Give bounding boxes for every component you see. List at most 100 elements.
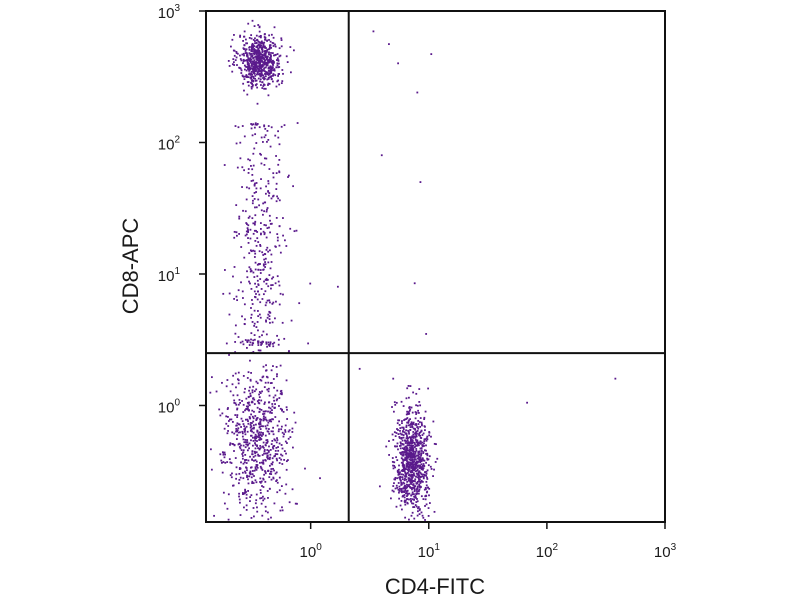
event-dot: [253, 515, 255, 518]
event-dot: [399, 429, 401, 432]
event-dot: [235, 438, 238, 440]
event-dot: [410, 453, 413, 456]
event-dot: [255, 55, 257, 58]
event-dot: [259, 316, 262, 319]
event-dot: [254, 479, 257, 482]
event-dot: [254, 447, 257, 450]
event-dot: [254, 74, 257, 77]
event-dot: [402, 453, 405, 456]
event-dot: [250, 58, 253, 61]
event-dot: [278, 303, 281, 306]
event-dot: [266, 208, 268, 211]
event-dot: [243, 492, 245, 495]
event-dot: [251, 303, 254, 305]
event-dot: [283, 450, 286, 452]
event-dot: [263, 68, 265, 70]
event-dot: [433, 468, 435, 471]
event-dot: [424, 505, 426, 507]
event-dot: [407, 470, 410, 473]
event-dot: [237, 431, 240, 434]
event-dot: [247, 420, 249, 423]
event-dot: [264, 471, 267, 473]
event-dot: [246, 469, 248, 472]
event-dot: [265, 279, 268, 281]
event-dot: [242, 403, 245, 406]
event-dot: [276, 389, 279, 392]
event-dot: [410, 514, 413, 517]
event-dot: [410, 438, 413, 441]
event-dot: [415, 449, 418, 452]
event-dot: [256, 430, 259, 433]
event-dot: [249, 59, 252, 61]
event-dot: [278, 159, 281, 161]
event-dot: [248, 266, 251, 269]
event-dot: [402, 481, 405, 484]
event-dot: [406, 498, 409, 500]
event-dot: [419, 436, 422, 439]
event-dot: [264, 201, 267, 204]
event-dot: [409, 426, 412, 428]
event-dot: [277, 430, 280, 433]
event-dot: [278, 170, 281, 173]
event-dot: [277, 130, 279, 133]
event-dot: [421, 464, 424, 467]
event-dot: [281, 506, 283, 509]
event-dot: [261, 48, 264, 51]
event-dot: [261, 340, 264, 343]
event-dot: [257, 344, 260, 346]
x-axis-label: CD4-FITC: [385, 574, 485, 599]
event-dot: [406, 421, 409, 424]
event-dot: [226, 461, 229, 463]
event-dot: [271, 418, 273, 421]
event-dot: [268, 420, 271, 422]
event-dot: [257, 342, 260, 344]
event-dot: [286, 418, 289, 420]
event-dot: [404, 499, 407, 502]
event-dot: [416, 487, 419, 490]
event-dot: [252, 397, 255, 400]
event-dot: [614, 377, 617, 380]
event-dot: [275, 479, 278, 482]
event-dot: [394, 445, 397, 448]
event-dot: [415, 489, 418, 491]
event-dot: [279, 292, 282, 295]
event-dot: [274, 43, 276, 46]
event-dot: [249, 237, 252, 240]
event-dot: [272, 447, 275, 450]
event-dot: [268, 445, 270, 448]
event-dot: [411, 435, 414, 438]
event-dot: [406, 438, 409, 440]
x-axis-ticks: 100 101 102 103: [300, 522, 677, 561]
event-dot: [244, 38, 247, 41]
event-dot: [405, 445, 408, 448]
event-dot: [243, 303, 246, 306]
event-dot: [264, 257, 267, 260]
event-dot: [407, 412, 410, 415]
event-dot: [250, 75, 253, 78]
event-dot: [245, 48, 248, 51]
event-dot: [254, 77, 256, 80]
event-dot: [426, 438, 429, 441]
event-dot: [227, 60, 230, 62]
event-dot: [269, 72, 272, 74]
event-dot: [238, 215, 241, 218]
event-dot: [424, 495, 427, 498]
event-dot: [255, 417, 258, 420]
event-dot: [275, 182, 278, 185]
event-dot: [416, 404, 419, 407]
event-dot: [417, 460, 420, 463]
event-dot: [408, 492, 411, 495]
event-dot: [403, 419, 405, 421]
event-dot: [253, 475, 255, 477]
event-dot: [400, 473, 403, 476]
event-dot: [397, 448, 399, 451]
event-dot: [410, 436, 413, 439]
event-dot: [263, 410, 266, 413]
event-dot: [240, 59, 243, 62]
event-dot: [422, 467, 425, 469]
event-dot: [408, 455, 411, 458]
event-dot: [251, 344, 254, 346]
event-dot: [415, 434, 418, 437]
event-dot: [416, 426, 419, 428]
event-dot: [428, 431, 431, 433]
